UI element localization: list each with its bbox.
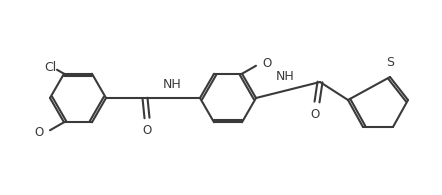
Text: S: S xyxy=(386,56,394,69)
Text: O: O xyxy=(310,108,320,121)
Text: NH: NH xyxy=(163,78,182,91)
Text: O: O xyxy=(35,126,44,139)
Text: O: O xyxy=(262,57,271,70)
Text: Cl: Cl xyxy=(44,61,56,74)
Text: O: O xyxy=(142,124,152,137)
Text: NH: NH xyxy=(276,70,294,83)
